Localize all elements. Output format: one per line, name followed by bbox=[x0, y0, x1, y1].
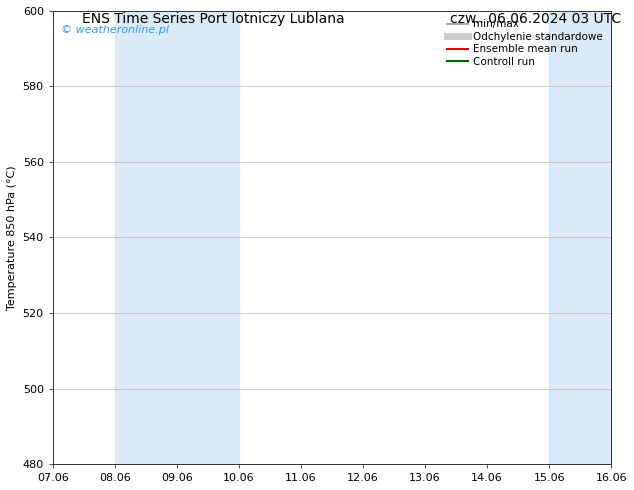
Bar bbox=[115, 11, 239, 464]
Legend: min/max, Odchylenie standardowe, Ensemble mean run, Controll run: min/max, Odchylenie standardowe, Ensembl… bbox=[444, 16, 606, 70]
Text: ENS Time Series Port lotniczy Lublana: ENS Time Series Port lotniczy Lublana bbox=[82, 12, 345, 26]
Text: © weatheronline.pl: © weatheronline.pl bbox=[61, 24, 169, 34]
Y-axis label: Temperature 850 hPa (°C): Temperature 850 hPa (°C) bbox=[7, 165, 17, 310]
Text: czw.. 06.06.2024 03 UTC: czw.. 06.06.2024 03 UTC bbox=[450, 12, 621, 26]
Bar bbox=[549, 11, 611, 464]
